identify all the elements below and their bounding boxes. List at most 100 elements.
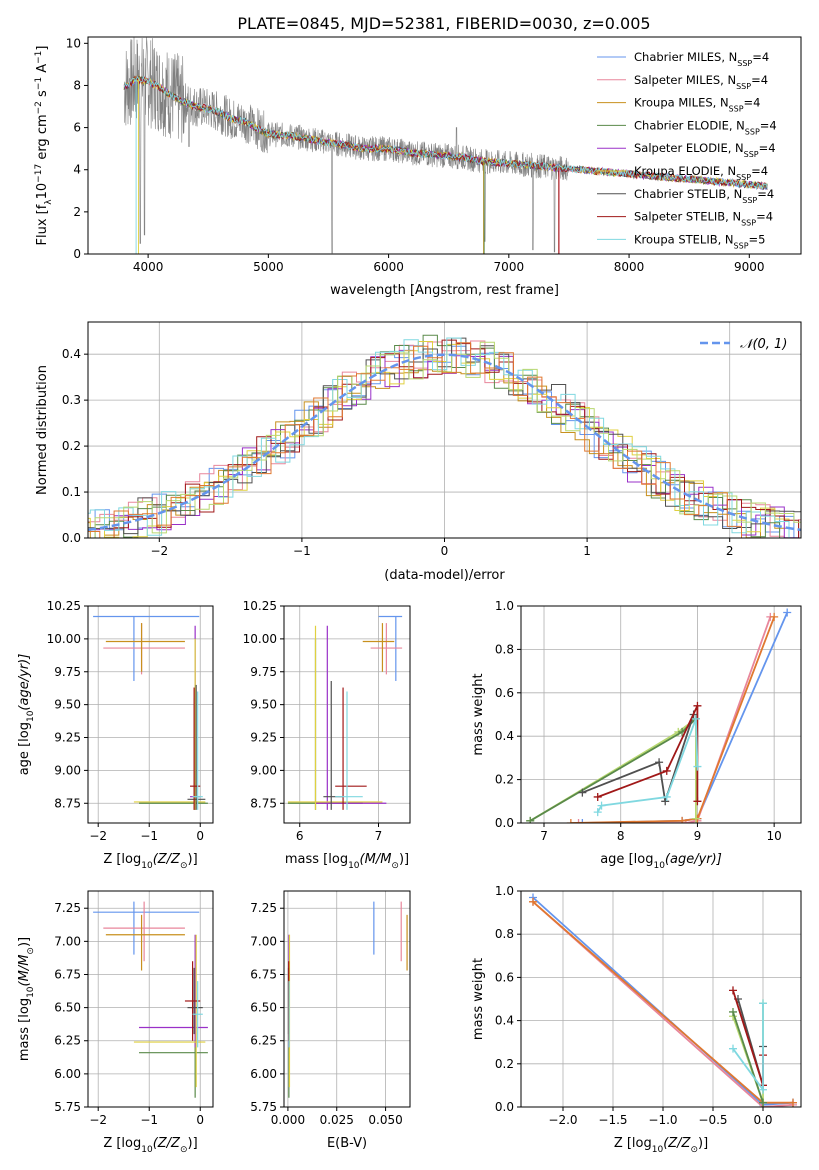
legend-label-normal: 𝒩(0, 1) [740,337,787,352]
weight-line-salp_miles [532,901,794,1107]
legend-label-chab_miles: Chabrier MILES, NSSP=4 [634,50,769,68]
label-part: Z [log [103,1136,141,1151]
x-tick-label: 6 [296,829,304,843]
label-part: erg cm [35,114,50,163]
y-tick-label: 0.2 [62,439,81,453]
legend-label-salp_elodie: Salpeter ELODIE, NSSP=4 [634,141,776,159]
weight-line-krou_stelib [732,1003,764,1093]
legend-count: =4 [756,210,773,224]
weight-marker-orange [770,612,779,621]
histogram-step-chab_stelib [88,337,801,535]
weight-marker-salp_stelib [662,766,671,775]
y-axis-label: mass weight [471,958,486,1040]
x-tick-label: 0.000 [271,1113,305,1127]
label-part: ⊙ [26,947,36,955]
x-tick-label: 7000 [494,260,525,274]
legend-sub: SSP [744,150,759,159]
label-part: 10 [653,861,665,871]
legend-count: =4 [744,96,761,110]
weight-marker-chab_elodie [526,816,535,823]
legend-text: Chabrier STELIB, N [634,187,742,201]
y-tick-label: 9.75 [250,665,277,679]
plot-area [123,37,768,254]
label-part: (M/M [360,852,392,867]
x-tick-label: 6000 [373,260,404,274]
y-axis-label: mass [log10(M/M⊙)] [17,937,36,1061]
weight-line-salp_miles [578,616,772,823]
weight-marker-lime [691,814,700,823]
label-part: )] [698,1136,708,1151]
y-tick-label: 0.8 [495,642,514,656]
legend-count: =5 [749,232,766,246]
x-tick-label: 4000 [133,260,164,274]
y-axis-label: age [log10(age/yr)] [17,654,36,776]
x-tick-label: 9000 [734,260,765,274]
weight-line-lime [529,717,697,822]
y-tick-label: 0.6 [495,970,514,984]
legend-sub: SSP [736,173,751,182]
histogram-step-salp_elodie [88,349,801,538]
legend-text: Salpeter MILES, N [634,73,736,87]
plot-area [88,334,801,538]
weight-vs-metallicity-panel: −2.0 −1.5 −1.0 −0.5 0.0 0.0 0.2 0.4 0.6 0.8 1.0 Z [… [471,884,802,1155]
histogram-step-chab_miles [88,345,801,538]
legend-label-salp_miles: Salpeter MILES, NSSP=4 [634,73,768,91]
weight-marker-krou_stelib [597,801,606,810]
weight-marker-krou_stelib [693,762,702,771]
legend-sub: SSP [741,218,756,227]
label-part: )] [399,852,409,867]
legend-text: Chabrier MILES, N [634,50,737,64]
weight-marker-salp_stelib [729,986,737,995]
legend-text: Chabrier ELODIE, N [634,118,745,132]
y-tick-label: 0.3 [62,393,81,407]
normal-curve [88,353,801,532]
weight-marker-orange [529,897,537,906]
x-tick-label: 9 [694,829,702,843]
legend-label-krou_elodie: Kroupa ELODIE, NSSP=4 [634,164,768,182]
y-tick-label: 8.75 [250,796,277,810]
x-tick-label: −2.0 [548,1113,577,1127]
label-part: −17 [34,164,44,183]
weight-marker-orange [678,816,687,823]
x-tick-label: 2 [726,544,734,558]
label-part: 10 [652,1145,664,1155]
y-tick-label: 6.50 [250,1001,277,1015]
legend-label-chab_stelib: Chabrier STELIB, NSSP=4 [634,187,774,205]
y-tick-label: 5.75 [250,1100,277,1114]
label-part: 10 [26,710,36,722]
weight-line-salp_stelib [732,990,764,1086]
x-tick-label: 8000 [614,260,645,274]
legend-count: =4 [751,164,768,178]
x-tick-label: 0 [196,829,204,843]
x-axis-label: (data-model)/error [384,568,505,583]
y-tick-label: 7.25 [250,901,277,915]
y-tick-label: 9.00 [54,763,81,777]
y-tick-label: 9.50 [54,698,81,712]
label-part: )] [17,937,32,947]
y-tick-label: 7.25 [54,901,81,915]
weight-marker-krou_stelib [759,999,767,1008]
weight-marker-chab_elodie [759,1098,767,1107]
weight-marker-krou_stelib [662,792,671,801]
weight-marker-chab_elodie [729,1007,737,1016]
y-tick-label: 0.4 [495,1014,514,1028]
x-axis-label: mass [log10(M/M⊙)] [285,852,409,871]
weight-marker-orange [566,819,575,823]
label-part: (age/yr)] [17,654,32,711]
weight-marker-chab_miles [578,819,587,823]
y-tick-label: 0.0 [495,1100,514,1114]
label-part: 10 [35,183,50,200]
mass-vs-ebv-panel: 0.000 0.025 0.050 5.75 6.00 6.25 6.50 6.75 7.00 7… [250,890,411,1151]
age-vs-mass-panel: 6 7 8.75 9.00 9.25 9.50 9.75 10.00 10.25 mass [lo… [243,599,411,871]
label-part: (age/yr)] [665,852,722,867]
histogram-step-salp_miles [88,340,801,538]
label-part: 10 [141,1145,153,1155]
y-tick-label: 2 [73,205,81,219]
y-tick-label: 7.00 [250,934,277,948]
x-tick-label: 10 [767,829,782,843]
histogram-step-salp_stelib [88,339,801,538]
plot-area [287,615,403,810]
weight-line-chab_elodie [529,718,697,822]
x-tick-label: 0.025 [320,1113,354,1127]
